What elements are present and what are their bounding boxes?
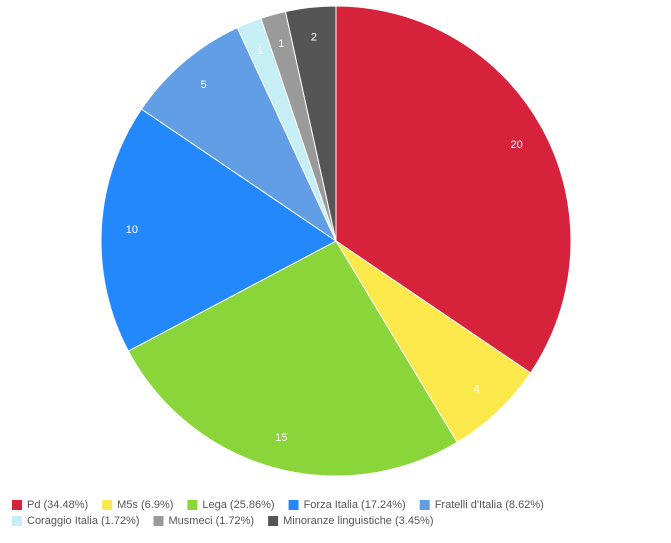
legend-label: Coraggio Italia (1.72%) [27, 515, 140, 527]
data-label: 2 [311, 32, 317, 44]
data-label: 10 [126, 224, 138, 236]
legend: Pd (34.48%) M5s (6.9%) Lega (25.86%) Forza … [12, 499, 544, 527]
legend-swatch [419, 500, 430, 510]
slice [335, 5, 572, 374]
legend-item[interactable]: Lega (25.86%) [187, 499, 275, 511]
slice [127, 240, 458, 477]
data-labels: 20 4 15 10 5 1 1 2 [126, 32, 523, 444]
legend-swatch [12, 500, 22, 510]
legend-label: Fratelli d'Italia (8.62%) [435, 499, 544, 511]
data-label: 4 [474, 383, 480, 395]
legend-item[interactable]: Forza Italia (17.24%) [288, 499, 406, 511]
pie [100, 5, 572, 477]
legend-label: M5s (6.9%) [117, 499, 173, 511]
legend-label: Pd (34.48%) [27, 499, 88, 511]
legend-label: Musmeci (1.72%) [169, 515, 255, 527]
legend-item[interactable]: Musmeci (1.72%) [153, 515, 255, 527]
legend-item[interactable]: Minoranze linguistiche (3.45%) [268, 515, 434, 527]
data-label: 5 [201, 79, 207, 91]
legend-swatch [187, 500, 198, 510]
legend-swatch [153, 516, 164, 526]
slice [284, 5, 337, 242]
legend-item[interactable]: M5s (6.9%) [102, 499, 173, 511]
legend-label: Minoranze linguistiche (3.45%) [283, 515, 433, 527]
legend-item[interactable]: Fratelli d'Italia (8.62%) [419, 499, 544, 511]
legend-swatch [12, 516, 22, 526]
slice [100, 108, 337, 352]
data-label: 15 [275, 432, 287, 444]
legend-swatch [268, 516, 279, 526]
legend-item[interactable]: Pd (34.48%) [12, 499, 88, 511]
slice [140, 27, 338, 243]
data-label: 20 [511, 139, 523, 151]
legend-label: Forza Italia (17.24%) [304, 499, 406, 511]
data-label: 1 [278, 38, 284, 50]
legend-label: Lega (25.86%) [202, 499, 274, 511]
legend-swatch [288, 500, 299, 510]
legend-swatch [102, 500, 113, 510]
legend-item[interactable]: Coraggio Italia (1.72%) [12, 515, 140, 527]
data-label: 1 [257, 45, 263, 57]
